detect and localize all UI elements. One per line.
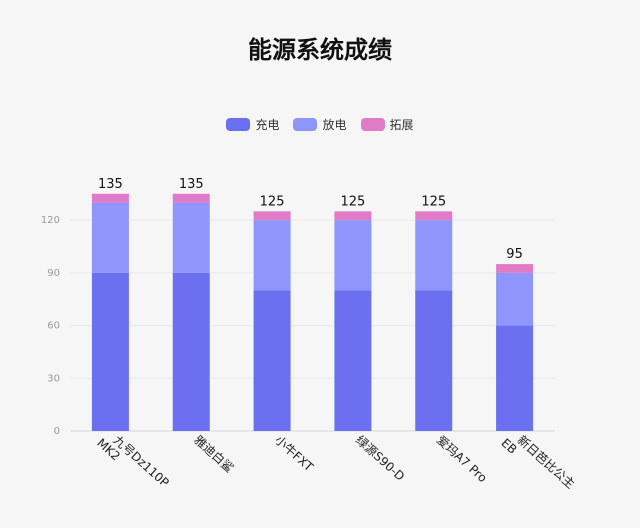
bar-total-label: 95	[506, 247, 523, 262]
x-tick-label-line: 爱玛A7 Pro	[434, 433, 490, 485]
legend-swatch-discharge	[293, 118, 318, 131]
y-tick-label: 60	[47, 321, 60, 332]
legend-item-charge[interactable]: 充电	[226, 116, 279, 133]
bar-segment-discharge	[496, 272, 534, 326]
legend-item-expansion[interactable]: 拓展	[360, 116, 414, 133]
x-tick-label: 爱玛A7 Pro	[434, 433, 490, 485]
bar-segment-charge	[91, 272, 129, 431]
bar-total-label: 135	[98, 177, 123, 192]
x-tick-label-line: 雅迪白鲨	[191, 432, 237, 475]
y-tick-label: 90	[47, 268, 60, 279]
bar-segment-discharge	[334, 220, 372, 291]
legend-label-expansion: 拓展	[389, 118, 414, 132]
x-tick-label-line: EB	[498, 436, 519, 457]
y-tick-label: 120	[41, 215, 60, 226]
legend-label-charge: 充电	[255, 118, 280, 132]
legend-swatch-expansion	[360, 118, 385, 131]
bar-segment-expansion	[496, 264, 534, 273]
bar-segment-charge	[496, 325, 534, 431]
bar-segment-expansion	[91, 193, 129, 203]
y-tick-label: 30	[47, 373, 60, 384]
bar-segment-expansion	[253, 211, 291, 221]
legend: 充电 放电 拓展	[0, 116, 640, 133]
x-tick-label-line: 新日芭比公主	[515, 432, 579, 491]
chart-title: 能源系统成绩	[248, 36, 392, 64]
bar-segment-charge	[334, 290, 372, 431]
bar-total-label: 135	[179, 177, 204, 192]
x-tick-label: 新日芭比公主EB	[498, 425, 578, 501]
x-tick-label-line: 九号Dz110P	[110, 433, 171, 490]
x-tick-label: 绿源S90-D	[353, 432, 408, 484]
y-tick-label: 0	[54, 426, 60, 437]
bar-total-label: 125	[341, 194, 366, 209]
legend-item-discharge[interactable]: 放电	[293, 116, 347, 133]
bar-segment-discharge	[415, 220, 453, 291]
bar-segment-discharge	[172, 202, 210, 273]
bar-segment-charge	[253, 290, 291, 431]
legend-label-discharge: 放电	[322, 118, 347, 132]
bar-total-label: 125	[421, 194, 446, 209]
x-tick-label-line: 小牛FXT	[272, 432, 317, 475]
x-tick-label: 九号Dz110PMK2	[94, 426, 171, 499]
bar-segment-discharge	[253, 220, 291, 291]
bar-total-label: 125	[260, 194, 285, 209]
bar-segment-expansion	[415, 211, 453, 221]
legend-swatch-charge	[226, 118, 251, 131]
bar-segment-expansion	[334, 211, 372, 221]
x-tick-label-line: 绿源S90-D	[353, 432, 408, 484]
bar-segment-expansion	[172, 193, 210, 203]
bar-segment-discharge	[91, 202, 129, 273]
bar-segment-charge	[172, 272, 210, 431]
x-tick-label: 雅迪白鲨	[191, 432, 237, 475]
x-tick-label: 小牛FXT	[272, 432, 317, 475]
bar-segment-charge	[415, 290, 453, 431]
